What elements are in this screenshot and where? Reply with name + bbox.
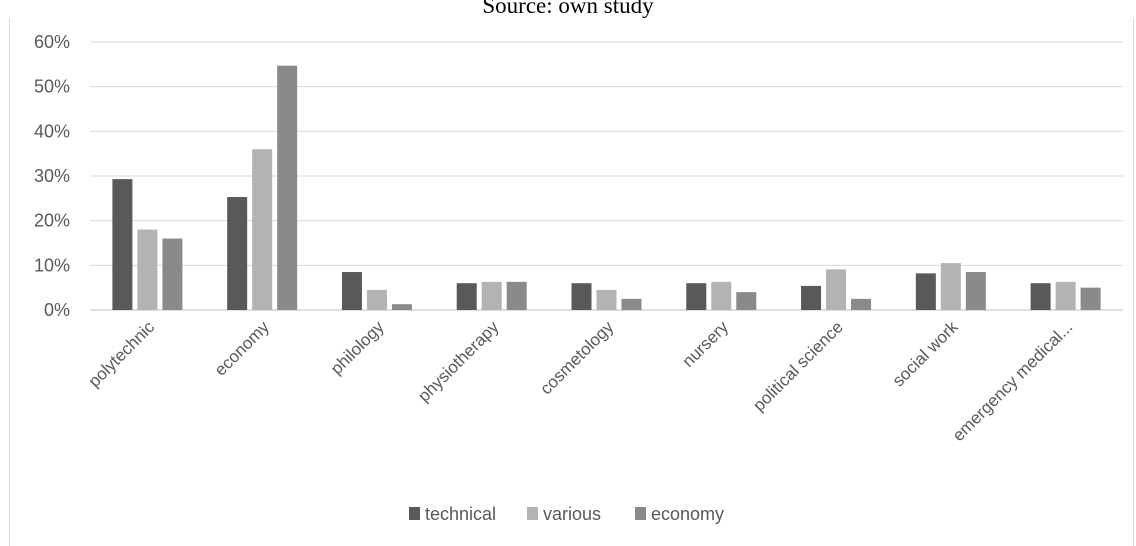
y-tick-label: 40% <box>34 121 70 141</box>
bar-economy <box>277 65 298 310</box>
bar-technical <box>456 283 477 310</box>
category-label: economy <box>211 317 274 380</box>
bar-technical <box>227 196 248 310</box>
y-tick-label: 0% <box>44 300 70 320</box>
category-label: physiotherapy <box>414 317 503 406</box>
legend-swatch-various <box>527 507 538 520</box>
bar-technical <box>915 273 936 310</box>
category-label: nursery <box>679 317 733 371</box>
chart-caption: Source: own study <box>482 0 654 18</box>
category-label: political science <box>749 317 847 415</box>
bar-technical <box>686 283 707 310</box>
bar-technical <box>112 179 133 310</box>
chart-frame <box>9 18 1134 546</box>
bar-various <box>366 289 387 310</box>
bar-economy <box>391 304 412 310</box>
y-axis-tick-labels: 0% 10% 20% 30% 40% 50% 60% <box>34 32 70 320</box>
bar-economy <box>1080 287 1101 310</box>
y-tick-label: 20% <box>34 211 70 231</box>
bar-economy <box>965 272 986 310</box>
y-tick-label: 60% <box>34 32 70 52</box>
y-tick-label: 30% <box>34 166 70 186</box>
bar-economy <box>851 298 872 310</box>
category-label: social work <box>889 317 962 390</box>
bar-technical <box>1030 283 1051 310</box>
bar-various <box>1055 281 1076 310</box>
bar-technical <box>341 272 362 310</box>
category-label: emergency medical... <box>949 317 1077 445</box>
legend-label-various: various <box>543 504 601 524</box>
bar-various <box>711 281 732 310</box>
category-label: polytechnic <box>85 317 159 391</box>
y-tick-label: 50% <box>34 77 70 97</box>
bar-various <box>940 263 961 310</box>
legend-swatch-technical <box>409 507 420 520</box>
bar-technical <box>571 283 592 310</box>
legend-label-economy: economy <box>651 504 724 524</box>
bar-economy <box>621 298 642 310</box>
bar-various <box>481 281 502 310</box>
y-tick-label: 10% <box>34 255 70 275</box>
bar-economy <box>736 292 757 310</box>
bar-technical <box>801 285 822 310</box>
category-label: philology <box>327 317 388 378</box>
legend: technical various economy <box>409 504 724 524</box>
bar-various <box>252 149 273 310</box>
bar-various <box>596 289 617 310</box>
bars <box>112 65 1101 310</box>
bar-various <box>826 269 847 310</box>
legend-label-technical: technical <box>425 504 496 524</box>
bar-various <box>137 229 158 310</box>
category-label: cosmetology <box>536 317 617 398</box>
bar-economy <box>162 238 183 310</box>
bar-economy <box>506 281 527 310</box>
legend-swatch-economy <box>635 507 646 520</box>
x-axis-category-labels: polytechnic economy philology physiotherapy… <box>85 317 1077 445</box>
